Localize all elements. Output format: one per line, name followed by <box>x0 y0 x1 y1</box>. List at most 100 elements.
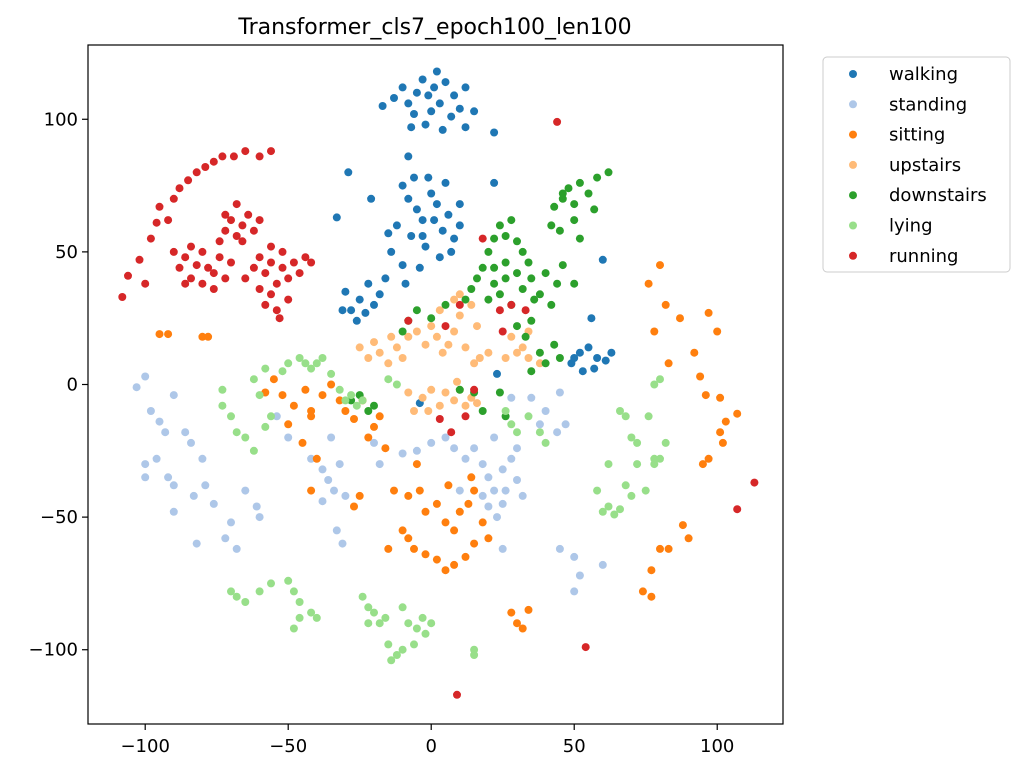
point-running-79 <box>581 643 590 652</box>
x-tick-label: 100 <box>700 736 734 757</box>
point-walking-74 <box>587 314 596 323</box>
point-standing-48 <box>490 486 499 495</box>
point-walking-57 <box>355 295 364 304</box>
point-sitting-80 <box>647 592 656 601</box>
point-lying-23 <box>352 401 361 410</box>
point-running-19 <box>169 247 178 256</box>
point-walking-69 <box>607 348 616 357</box>
point-sitting-26 <box>404 491 413 500</box>
point-sitting-55 <box>350 502 358 511</box>
point-walking-59 <box>370 300 378 309</box>
point-sitting-33 <box>464 499 473 508</box>
point-running-36 <box>227 216 235 225</box>
point-downstairs-58 <box>478 407 487 415</box>
point-lying-27 <box>232 592 241 601</box>
point-lying-69 <box>661 438 670 447</box>
point-downstairs-53 <box>412 306 421 315</box>
point-lying-22 <box>358 396 367 405</box>
point-running-17 <box>255 152 264 161</box>
point-walking-12 <box>441 78 450 87</box>
point-walking-72 <box>570 354 579 362</box>
point-sitting-42 <box>470 486 479 495</box>
point-running-28 <box>221 274 230 283</box>
x-tick-label: −50 <box>269 736 307 757</box>
point-running-69 <box>507 300 516 309</box>
point-upstairs-4 <box>384 359 393 368</box>
point-standing-73 <box>498 544 507 553</box>
point-walking-14 <box>450 91 459 100</box>
point-running-72 <box>461 412 470 421</box>
point-running-57 <box>261 300 270 309</box>
point-running-78 <box>453 690 461 699</box>
point-standing-54 <box>493 513 501 522</box>
point-lying-46 <box>412 624 421 633</box>
point-lying-38 <box>358 592 367 601</box>
point-running-4 <box>146 234 155 243</box>
point-running-40 <box>249 226 258 235</box>
point-downstairs-31 <box>570 279 579 288</box>
point-lying-0 <box>218 385 227 394</box>
point-upstairs-6 <box>398 354 407 362</box>
point-sitting-43 <box>478 518 487 527</box>
point-sitting-18 <box>307 412 316 421</box>
legend-box <box>822 56 1011 273</box>
point-running-60 <box>255 285 264 293</box>
point-sitting-40 <box>410 544 418 553</box>
point-running-68 <box>498 327 507 336</box>
point-lying-6 <box>261 422 270 431</box>
point-walking-15 <box>455 104 464 113</box>
point-running-31 <box>198 279 207 288</box>
point-standing-66 <box>561 420 570 429</box>
point-standing-64 <box>535 420 544 429</box>
point-sitting-74 <box>678 521 687 530</box>
point-sitting-11 <box>327 380 336 389</box>
point-sitting-24 <box>381 444 390 453</box>
point-lying-37 <box>295 613 304 622</box>
legend-label-downstairs: downstairs <box>889 185 987 206</box>
legend-label-sitting: sitting <box>889 125 945 146</box>
point-sitting-47 <box>467 473 476 482</box>
point-upstairs-30 <box>435 401 444 410</box>
point-downstairs-13 <box>467 285 476 293</box>
point-downstairs-49 <box>570 200 579 209</box>
point-standing-25 <box>272 412 281 421</box>
point-lying-57 <box>501 407 510 415</box>
point-walking-18 <box>470 107 479 116</box>
point-sitting-70 <box>733 409 742 418</box>
point-lying-70 <box>650 454 659 463</box>
point-running-56 <box>267 290 275 299</box>
point-running-18 <box>267 147 275 156</box>
point-downstairs-35 <box>527 316 536 325</box>
point-running-38 <box>238 221 247 230</box>
point-sitting-72 <box>704 454 713 463</box>
point-lying-42 <box>364 619 373 628</box>
point-lying-14 <box>301 359 310 368</box>
point-walking-29 <box>404 194 413 203</box>
point-downstairs-24 <box>490 263 499 272</box>
point-walking-5 <box>412 88 421 97</box>
point-walking-54 <box>384 229 393 238</box>
point-running-25 <box>204 263 213 272</box>
point-downstairs-44 <box>575 178 584 187</box>
point-running-27 <box>215 253 224 262</box>
point-running-55 <box>301 253 310 262</box>
series-running <box>118 117 759 699</box>
point-sitting-56 <box>644 279 653 288</box>
x-tick-label: 50 <box>563 736 586 757</box>
point-standing-72 <box>598 560 607 569</box>
point-running-59 <box>284 295 293 304</box>
point-lying-74 <box>610 510 619 519</box>
point-downstairs-64 <box>364 407 373 415</box>
point-running-70 <box>521 306 530 315</box>
point-walking-10 <box>432 67 441 76</box>
point-running-6 <box>155 202 164 211</box>
point-standing-11 <box>141 473 150 482</box>
point-running-33 <box>215 237 224 246</box>
point-upstairs-25 <box>473 322 481 331</box>
point-upstairs-5 <box>392 343 401 352</box>
point-lying-61 <box>535 428 544 437</box>
point-running-77 <box>447 428 456 437</box>
point-lying-45 <box>404 619 413 628</box>
point-sitting-8 <box>301 385 310 394</box>
